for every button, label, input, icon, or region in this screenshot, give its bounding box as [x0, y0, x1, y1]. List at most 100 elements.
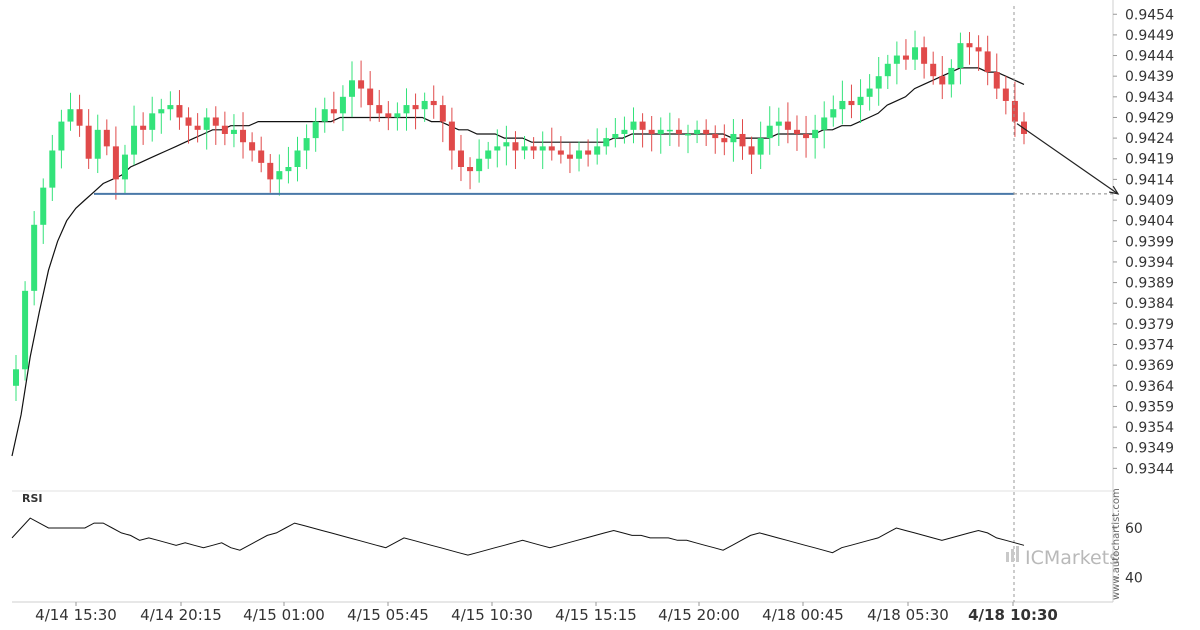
candle [49, 134, 56, 201]
candle-body [221, 125, 228, 134]
candle [912, 30, 919, 71]
candle-body [294, 150, 301, 167]
y-tick-label: 0.9349 [1125, 441, 1174, 457]
candle-body [67, 109, 74, 122]
candle-body [140, 125, 147, 130]
watermark-text: www.autochartist.com [1111, 488, 1122, 600]
candle-body [112, 146, 119, 180]
candle-body [330, 109, 337, 114]
projection-arrowhead [1109, 185, 1120, 195]
candle-body [666, 129, 673, 132]
candle [221, 111, 228, 146]
candle [1002, 76, 1009, 115]
candle [784, 102, 791, 144]
candle [585, 139, 592, 167]
candle-body [757, 138, 764, 155]
candle-body [149, 113, 156, 130]
candle-body [993, 72, 1000, 89]
candle [349, 61, 355, 118]
candle [630, 107, 637, 144]
candle-body [893, 55, 900, 64]
y-tick-label: 0.9379 [1125, 317, 1174, 333]
candle-body [730, 133, 737, 143]
candle [476, 139, 483, 183]
y-tick-label: 0.9424 [1125, 131, 1174, 147]
candle-body [49, 150, 56, 188]
candle [367, 71, 374, 122]
candle [685, 124, 691, 154]
candle-body [585, 150, 592, 155]
candle [448, 107, 455, 170]
candle-body [303, 138, 310, 151]
candle-body [875, 76, 882, 89]
candle-body [485, 150, 492, 159]
brand-logo-text: ICMarkets [1025, 547, 1119, 569]
candle [421, 92, 428, 122]
candle-body [385, 113, 392, 118]
candle-body [603, 138, 610, 147]
candle [439, 95, 446, 143]
candle [857, 79, 864, 124]
candle-body [176, 105, 183, 118]
candle [893, 41, 900, 85]
y-tick-label: 0.9434 [1125, 90, 1174, 106]
candle-body [712, 133, 719, 139]
brand-logo-icon [1016, 546, 1019, 562]
candle [812, 114, 819, 159]
candle-body [639, 121, 646, 130]
candle-body [902, 55, 909, 60]
candle-body [358, 80, 365, 89]
candle-body [503, 142, 510, 147]
candle [312, 107, 319, 152]
candle-body [167, 105, 174, 110]
candle [848, 84, 855, 119]
projection-line [1016, 123, 1119, 195]
y-tick-label: 0.9409 [1125, 193, 1174, 209]
candle [31, 211, 38, 306]
candle-body [457, 150, 464, 167]
candle-body [830, 109, 837, 118]
candle-body [85, 125, 92, 159]
candle-body [766, 125, 773, 139]
candle-body [203, 117, 210, 130]
candle [230, 114, 237, 148]
candle [775, 107, 782, 146]
y-tick-label: 0.9444 [1125, 49, 1174, 65]
candle [121, 144, 128, 194]
candle-body [13, 369, 19, 386]
candle [294, 136, 301, 182]
candle-body [1011, 100, 1018, 122]
y-tick-label: 0.9364 [1125, 379, 1174, 395]
candle-body [748, 146, 755, 155]
candle-body [22, 290, 29, 370]
moving-average-path [11, 67, 1025, 457]
candle-body [412, 105, 419, 110]
candle [276, 154, 283, 196]
candle-body [403, 105, 410, 114]
candle-body [721, 138, 728, 143]
price-axis: 0.9454 0.9449 0.9444 0.9439 0.9434 0.9429 0.94… [1113, 7, 1174, 477]
rsi-tick-label: 40 [1125, 570, 1143, 586]
candle-body [512, 142, 519, 151]
candle-body [476, 158, 483, 172]
candle [984, 35, 991, 86]
candle-body [576, 150, 583, 159]
y-tick-label: 0.9394 [1125, 255, 1174, 271]
candle-body [866, 88, 873, 97]
x-tick-label: 4/15 10:30 [451, 606, 533, 624]
candle [612, 117, 619, 148]
candle [866, 74, 873, 111]
candle-body [566, 154, 573, 159]
candle [884, 54, 891, 90]
x-tick-label: 4/15 01:00 [243, 606, 325, 624]
candle-body [276, 171, 283, 180]
candle-body [421, 100, 428, 110]
candle [993, 53, 1000, 100]
brand-logo-icon [1006, 552, 1009, 562]
candle-body [367, 88, 374, 106]
candle [566, 142, 573, 174]
candle-body [539, 146, 546, 151]
candle-body [939, 76, 946, 85]
candle-body [131, 125, 138, 155]
candle-body [76, 109, 83, 126]
